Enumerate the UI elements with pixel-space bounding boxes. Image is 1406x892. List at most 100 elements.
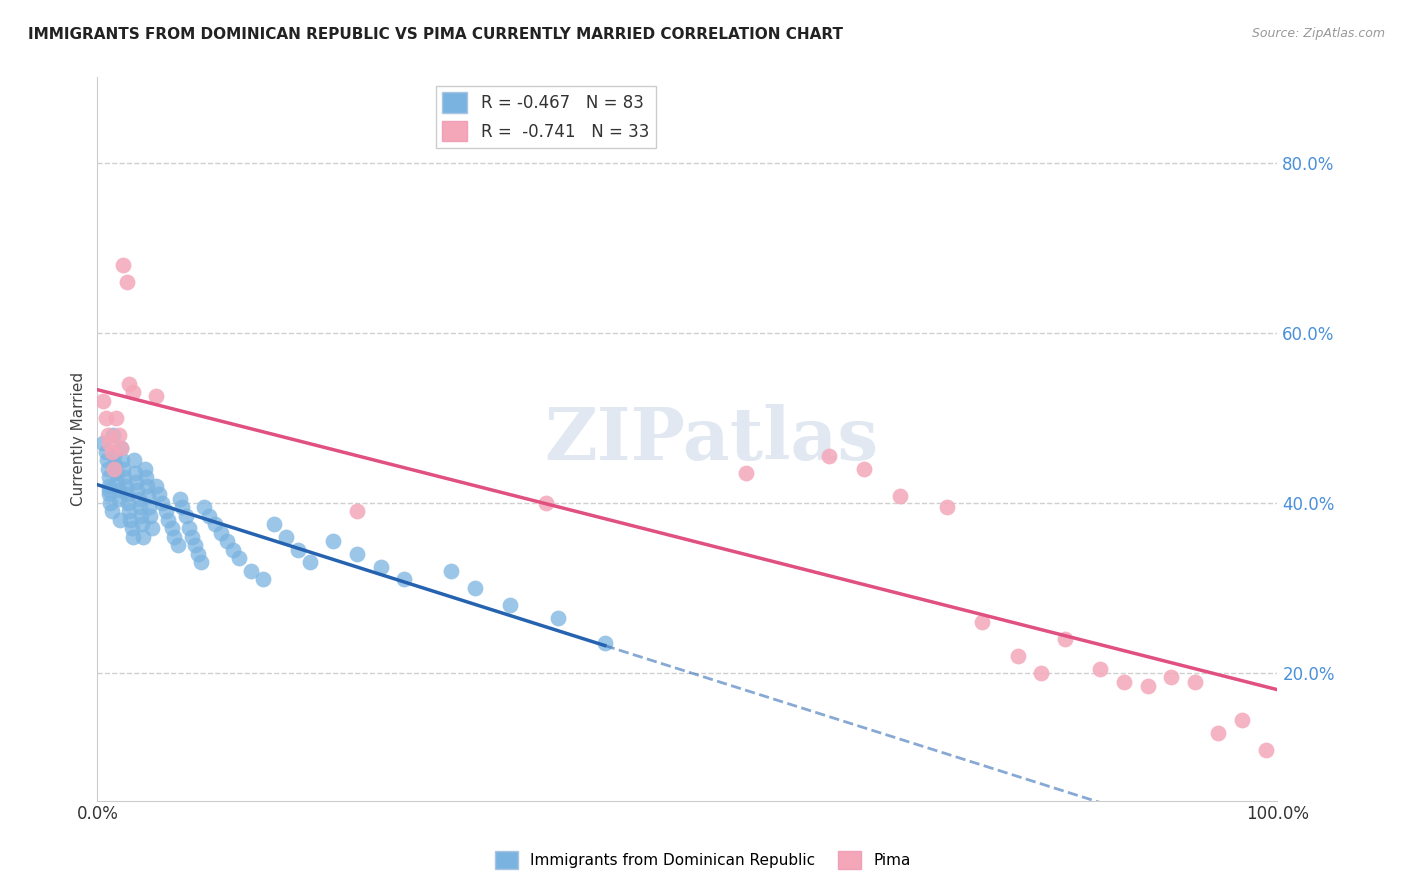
Point [132,530,155,544]
Point [135,479,157,493]
Point [169,491,191,506]
Point [204,517,226,532]
Point [1007,648,1029,663]
Point [157,513,180,527]
Point [853,462,876,476]
Point [101,427,124,442]
Point [1053,632,1076,646]
Point [110,441,132,455]
Point [346,504,368,518]
Point [1136,679,1159,693]
Point [107,475,129,489]
Point [103,462,125,476]
Point [97,462,120,476]
Point [440,564,463,578]
Point [112,462,135,476]
Point [209,525,232,540]
Point [103,449,125,463]
Point [128,491,150,506]
Point [121,521,143,535]
Point [346,547,368,561]
Point [94,410,117,425]
Point [115,487,138,501]
Point [184,538,207,552]
Text: Source: ZipAtlas.com: Source: ZipAtlas.com [1251,27,1385,40]
Point [128,500,150,514]
Point [1208,725,1230,739]
Point [276,530,298,544]
Point [108,513,131,527]
Point [499,598,522,612]
Point [370,559,392,574]
Point [100,444,122,458]
Point [1160,670,1182,684]
Point [122,453,145,467]
Point [217,534,239,549]
Point [141,521,163,535]
Point [735,466,758,480]
Point [1230,713,1253,727]
Point [392,573,415,587]
Point [593,636,616,650]
Point [148,487,170,501]
Point [139,508,162,523]
Point [166,538,188,552]
Point [239,564,262,578]
Point [179,521,201,535]
Point [98,470,121,484]
Point [155,504,177,518]
Point [107,491,129,506]
Point [287,542,309,557]
Point [94,444,117,458]
Point [129,508,152,523]
Point [222,542,245,557]
Point [145,479,167,493]
Point [1112,674,1135,689]
Point [198,508,221,523]
Point [190,555,212,569]
Point [263,517,285,532]
Point [118,504,141,518]
Point [121,530,143,544]
Point [125,475,148,489]
Point [1254,742,1277,756]
Point [98,479,121,493]
Point [100,504,122,518]
Point [180,530,202,544]
Point [163,530,186,544]
Point [98,436,121,450]
Point [136,489,159,503]
Point [115,275,138,289]
Point [298,555,321,569]
Point [107,427,129,442]
Y-axis label: Currently Married: Currently Married [72,372,86,506]
Point [98,487,121,501]
Point [972,615,994,629]
Point [889,489,911,503]
Point [111,453,134,467]
Point [97,427,120,442]
Point [145,389,167,403]
Text: ZIPatlas: ZIPatlas [544,403,877,475]
Point [322,534,344,549]
Point [1031,665,1053,680]
Point [91,393,114,408]
Point [160,521,183,535]
Point [172,500,194,514]
Point [112,258,135,272]
Point [228,551,250,566]
Point [91,436,114,450]
Point [252,573,274,587]
Point [98,483,121,497]
Point [117,496,139,510]
Point [121,385,143,400]
Point [105,466,128,480]
Point [131,517,153,532]
Point [547,610,569,624]
Point [127,483,149,497]
Point [96,453,118,467]
Point [98,496,121,510]
Point [107,483,129,497]
Point [118,376,141,391]
Point [135,470,157,484]
